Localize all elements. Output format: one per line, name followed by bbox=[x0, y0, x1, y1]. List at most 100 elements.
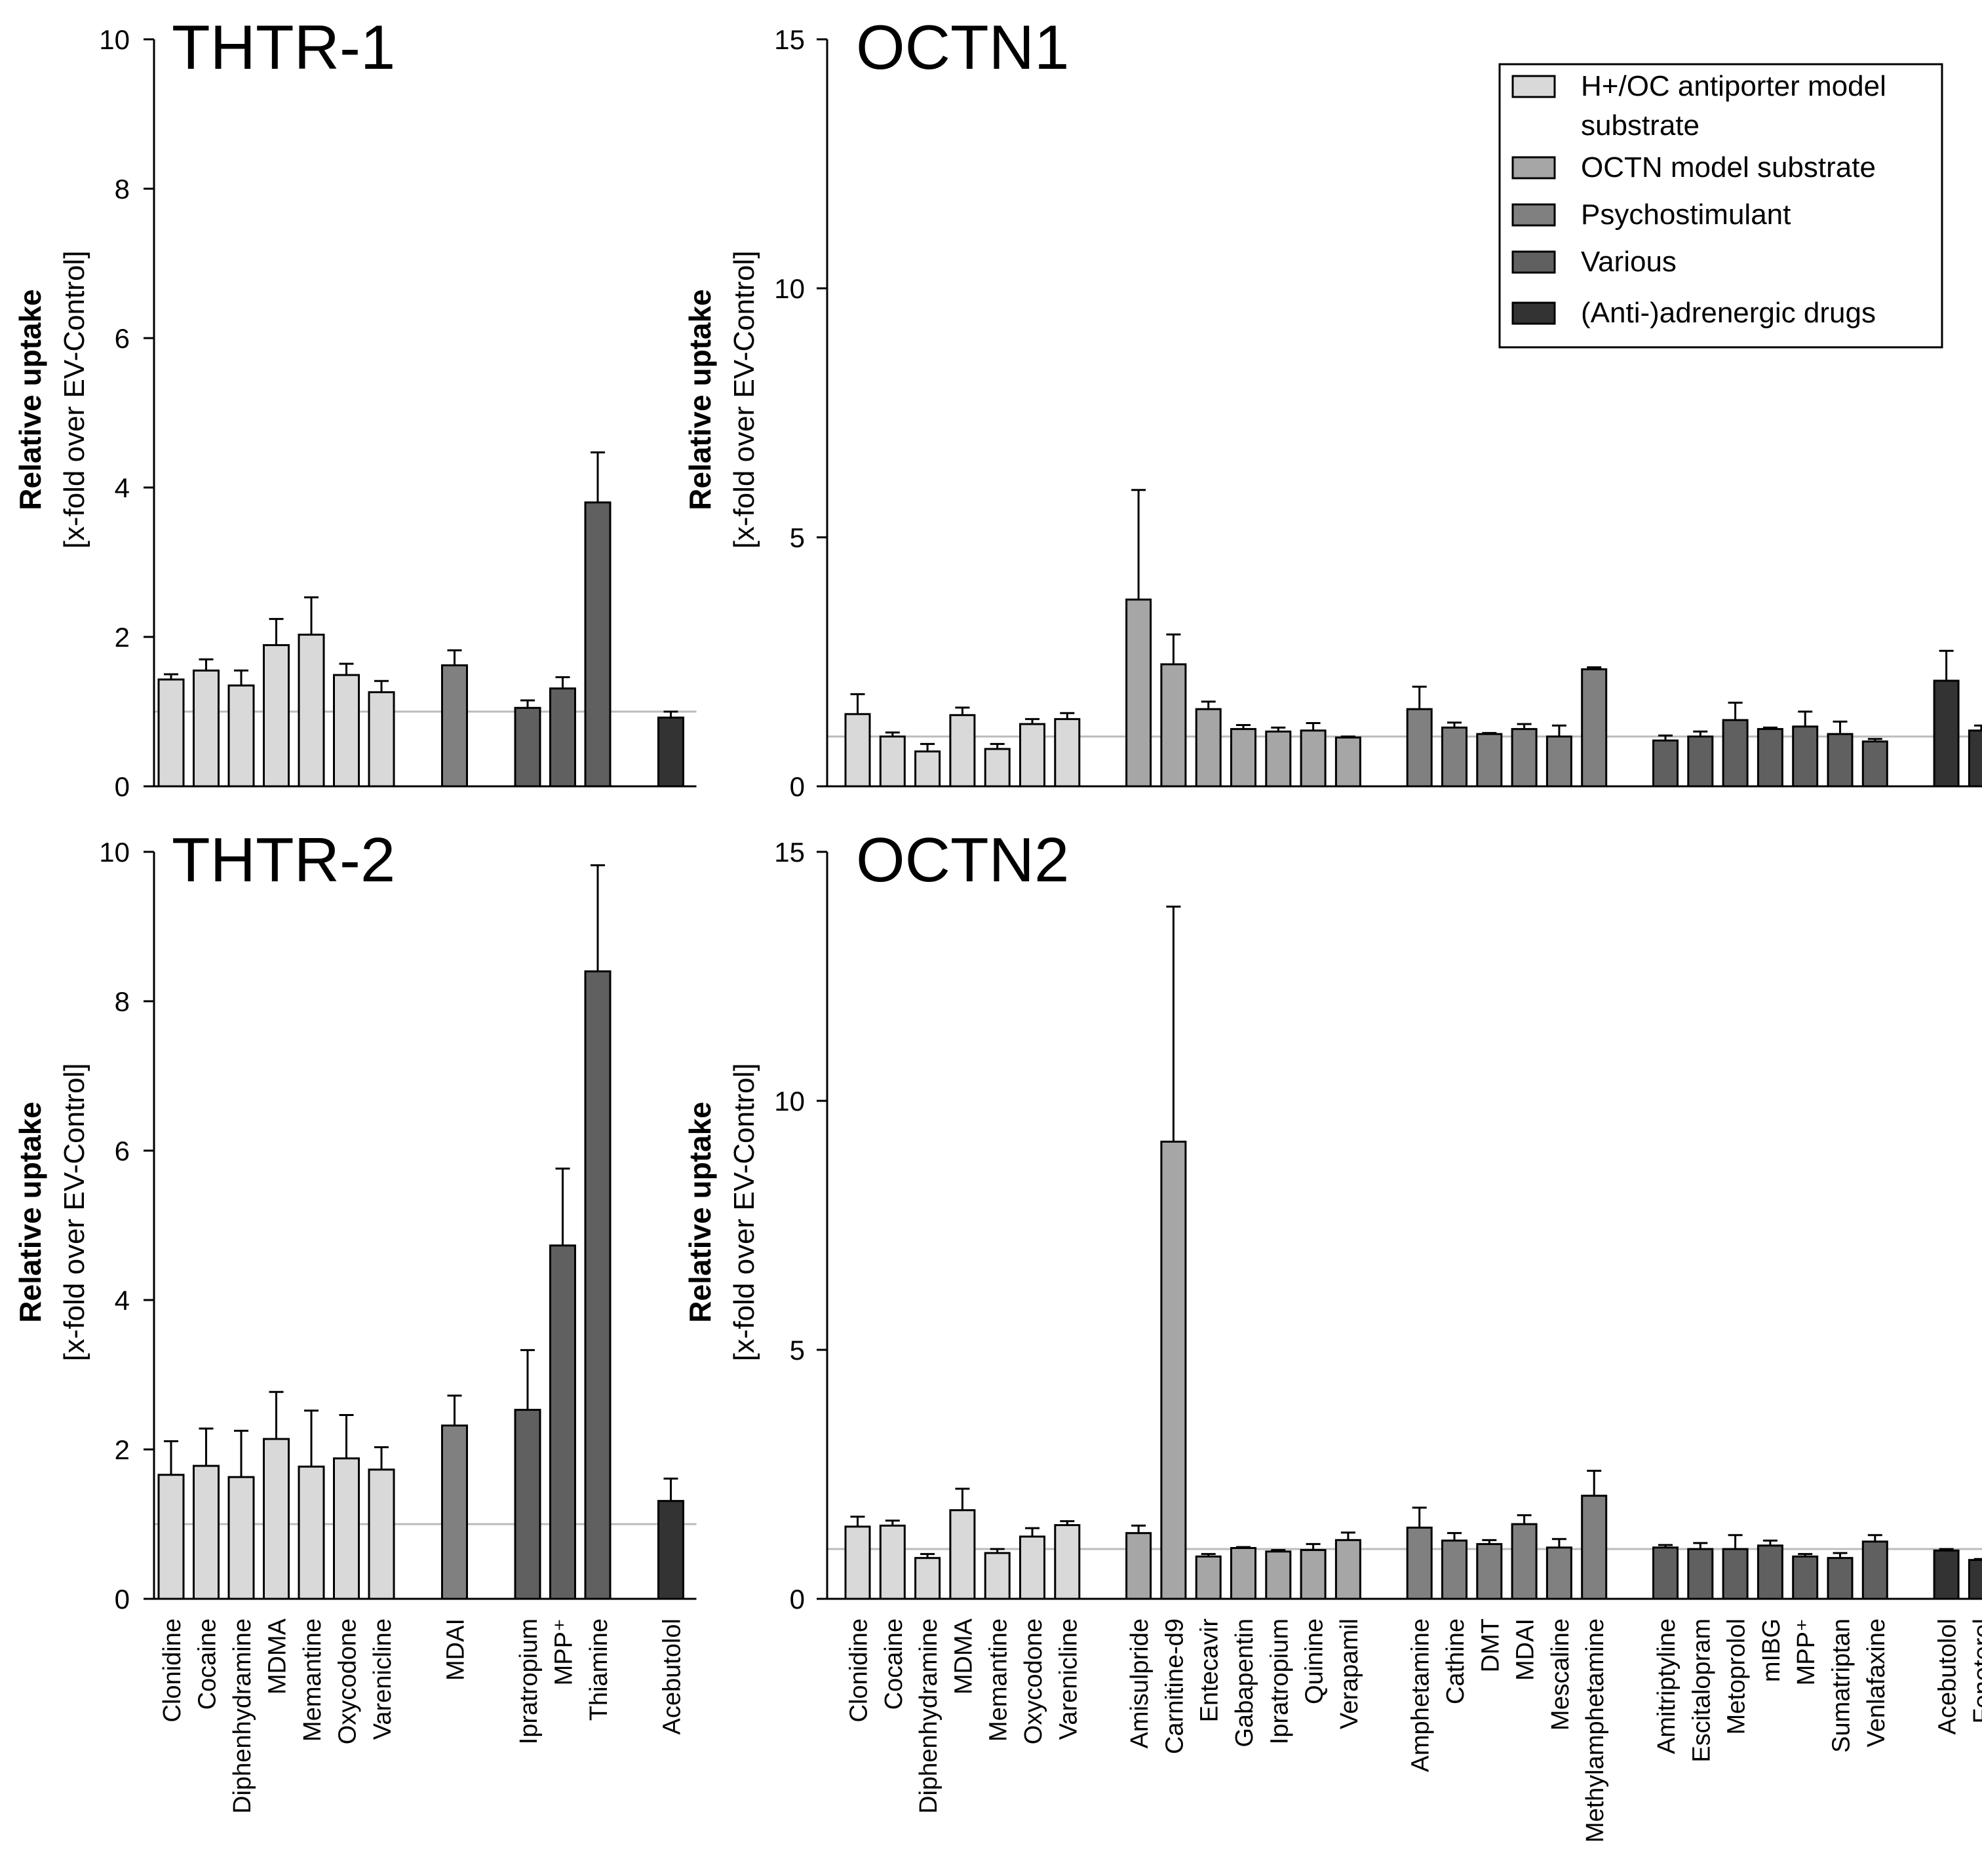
x-tick-label: Cathine bbox=[1442, 1618, 1469, 1704]
chart-panels: 0 2 4 6 8 10 THTR-1 Relative uptake [x-fold over… bbox=[13, 12, 1982, 1843]
x-tick-label: Oxycodone bbox=[1020, 1618, 1047, 1744]
legend-label: Various bbox=[1581, 246, 1677, 278]
x-tick-label: mIBG bbox=[1758, 1618, 1785, 1682]
bar bbox=[193, 669, 220, 788]
x-tick-label: MPP⁺ bbox=[551, 1618, 578, 1685]
x-tick-label: Cocaine bbox=[194, 1618, 222, 1710]
y-tick-label: 8 bbox=[115, 174, 130, 204]
bar bbox=[1125, 1532, 1152, 1600]
x-tick-label: MDMA bbox=[950, 1618, 977, 1694]
bar bbox=[1125, 598, 1152, 788]
y-tick-label: 0 bbox=[115, 1584, 130, 1615]
bar bbox=[1827, 1557, 1854, 1600]
x-tick-label: Amitriptyline bbox=[1653, 1618, 1681, 1754]
x-tick-label: Verapamil bbox=[1336, 1618, 1363, 1729]
legend-label: OCTN model substrate bbox=[1581, 151, 1876, 183]
y-tick-label: 10 bbox=[99, 24, 130, 55]
bar bbox=[1827, 733, 1854, 788]
legend-label: H+/OC antiporter model bbox=[1581, 70, 1886, 102]
bar bbox=[549, 687, 576, 788]
bar bbox=[1687, 1548, 1714, 1600]
bar bbox=[879, 1524, 906, 1600]
x-tick-label: Varenicline bbox=[369, 1618, 397, 1740]
x-tick-label: MDMA bbox=[264, 1618, 292, 1694]
bar bbox=[1757, 728, 1783, 788]
y-axis-label: Relative uptake bbox=[683, 1101, 717, 1322]
x-tick-label: Diphenhydramine bbox=[229, 1618, 256, 1814]
x-tick-label: Entecavir bbox=[1196, 1618, 1224, 1723]
bar bbox=[1792, 725, 1819, 788]
y-tick-label: 0 bbox=[115, 771, 130, 802]
legend: H+/OC antiporter model substrate OCTN mode… bbox=[1498, 63, 1943, 349]
x-tick-label: MPP⁺ bbox=[1793, 1618, 1820, 1685]
bar bbox=[514, 1409, 541, 1600]
x-tick-label: Methylamphetamine bbox=[1582, 1618, 1609, 1843]
legend-label: Psychostimulant bbox=[1581, 199, 1791, 231]
bar bbox=[1968, 1559, 1982, 1600]
bar bbox=[914, 750, 941, 788]
y-tick-label: 8 bbox=[115, 986, 130, 1017]
bar bbox=[1476, 733, 1503, 788]
bar bbox=[1406, 708, 1433, 788]
legend-swatch bbox=[1511, 301, 1556, 325]
bar bbox=[1054, 718, 1081, 788]
x-tick-label: Venlafaxine bbox=[1863, 1618, 1890, 1748]
y-axis-sublabel: [x-fold over EV-Control] bbox=[58, 1063, 90, 1362]
bar bbox=[333, 1457, 360, 1600]
bar bbox=[1334, 1539, 1361, 1600]
x-tick-label: Quinine bbox=[1301, 1618, 1329, 1704]
bar bbox=[584, 501, 612, 788]
bar bbox=[1687, 735, 1714, 788]
legend-swatch bbox=[1511, 250, 1556, 274]
x-tick-label: Memantine bbox=[299, 1618, 326, 1742]
bar bbox=[333, 674, 360, 788]
bar bbox=[1160, 663, 1187, 788]
bar bbox=[844, 1525, 871, 1600]
bar bbox=[1265, 730, 1292, 788]
bar bbox=[368, 691, 395, 788]
x-tick-label: Acebutolol bbox=[659, 1618, 686, 1734]
x-tick-label: Thiamine bbox=[585, 1618, 613, 1721]
panel-title: THTR-1 bbox=[172, 12, 395, 83]
bar bbox=[1441, 726, 1467, 788]
panel-thtr2: 0 2 4 6 8 10 THTR-2 Relative uptake [x-fold over… bbox=[13, 825, 697, 1814]
panel-title: THTR-2 bbox=[172, 825, 395, 895]
bar bbox=[1334, 737, 1361, 788]
y-axis-sublabel: [x-fold over EV-Control] bbox=[58, 251, 90, 549]
y-tick-label: 10 bbox=[774, 1086, 805, 1117]
x-tick-label: Amisulpride bbox=[1126, 1618, 1154, 1749]
bar bbox=[1300, 729, 1327, 788]
y-axis-label: Relative uptake bbox=[13, 1101, 47, 1322]
bar bbox=[1441, 1539, 1467, 1600]
bar bbox=[1581, 1495, 1608, 1600]
y-tick-label: 4 bbox=[115, 472, 130, 503]
y-tick-label: 0 bbox=[790, 1584, 805, 1615]
bar bbox=[1476, 1542, 1503, 1600]
bar bbox=[1511, 728, 1538, 788]
x-tick-label: Ipratropium bbox=[1266, 1618, 1293, 1744]
y-tick-label: 5 bbox=[790, 522, 805, 553]
bar bbox=[879, 735, 906, 788]
x-tick-label: Cocaine bbox=[880, 1618, 908, 1710]
bar bbox=[844, 713, 871, 788]
bar bbox=[1652, 1546, 1679, 1600]
bar bbox=[1019, 1535, 1045, 1600]
x-tick-label: Amphetamine bbox=[1407, 1618, 1435, 1772]
bar bbox=[1968, 729, 1982, 788]
bar bbox=[441, 1425, 468, 1600]
bar bbox=[984, 1552, 1011, 1600]
bar bbox=[1792, 1555, 1819, 1600]
y-tick-label: 6 bbox=[115, 1136, 130, 1166]
y-axis-sublabel: [x-fold over EV-Control] bbox=[728, 1063, 760, 1362]
x-tick-label: Acebutolol bbox=[1934, 1618, 1962, 1734]
x-tick-label: DMT bbox=[1477, 1618, 1504, 1672]
bar bbox=[1265, 1550, 1292, 1600]
bar bbox=[1054, 1524, 1081, 1600]
bar bbox=[1757, 1544, 1783, 1600]
bar bbox=[657, 1500, 684, 1600]
bar bbox=[1545, 1546, 1572, 1600]
bar bbox=[193, 1464, 220, 1600]
x-tick-label: Oxycodone bbox=[334, 1618, 362, 1744]
panel-title: OCTN2 bbox=[856, 825, 1069, 895]
bar bbox=[1652, 739, 1679, 788]
